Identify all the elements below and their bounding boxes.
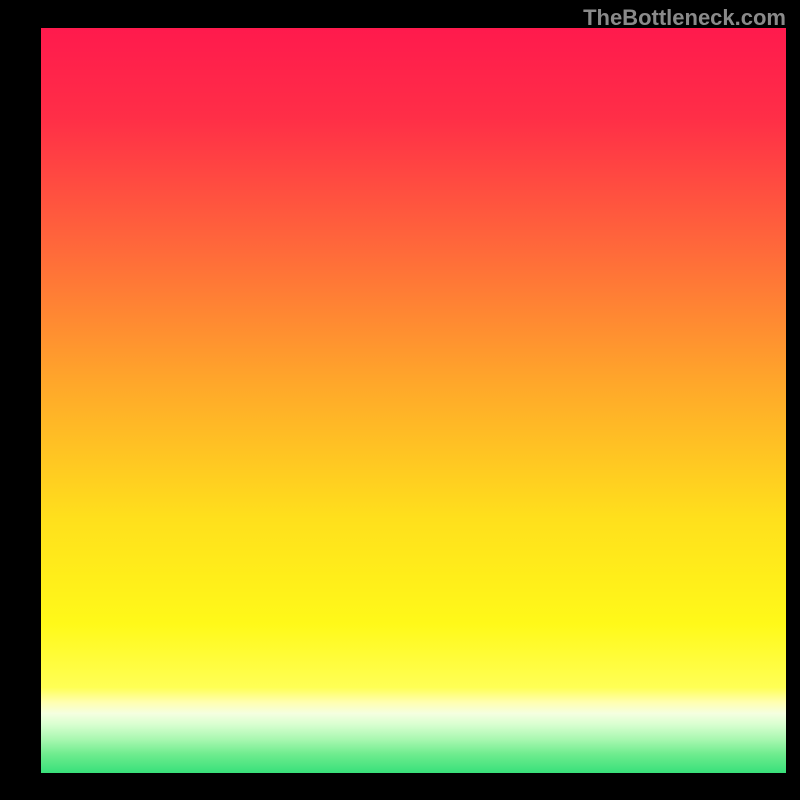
chart-stage: TheBottleneck.com	[0, 0, 800, 800]
gradient-background	[41, 28, 786, 773]
plot-area	[41, 28, 786, 773]
watermark-text: TheBottleneck.com	[583, 5, 786, 31]
